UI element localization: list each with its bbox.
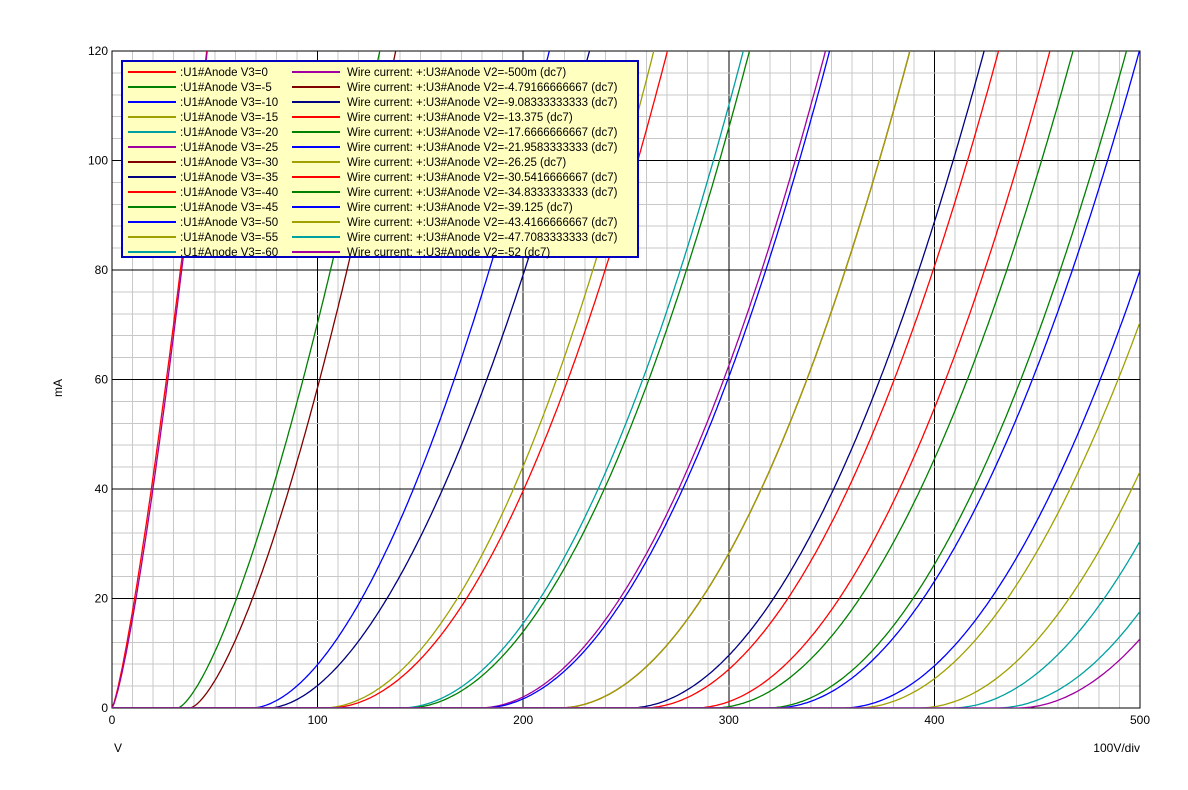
x-axis-scale: 100V/div bbox=[1093, 741, 1140, 755]
x-tick-label: 300 bbox=[719, 713, 739, 727]
x-tick-label: 0 bbox=[109, 713, 116, 727]
legend-entry: Wire current: +:U3#Anode V2=-13.375 (dc7… bbox=[347, 112, 573, 124]
legend-entry: :U1#Anode V3=-40 bbox=[180, 187, 278, 199]
legend-entry: Wire current: +:U3#Anode V2=-34.83333333… bbox=[347, 187, 618, 199]
series-line-24 bbox=[112, 540, 1140, 708]
legend-entry: :U1#Anode V3=-25 bbox=[180, 142, 278, 154]
legend-entry: Wire current: +:U3#Anode V2=-9.083333333… bbox=[347, 97, 618, 109]
legend-entry: :U1#Anode V3=-30 bbox=[180, 157, 278, 169]
series-line-19 bbox=[112, 51, 911, 708]
x-tick-label: 100 bbox=[308, 713, 328, 727]
series-line-7 bbox=[112, 51, 985, 708]
legend-entry: :U1#Anode V3=-60 bbox=[180, 247, 278, 259]
legend-entry: Wire current: +:U3#Anode V2=-26.25 (dc7) bbox=[347, 157, 566, 169]
legend-entry: Wire current: +:U3#Anode V2=-21.95833333… bbox=[347, 142, 618, 154]
series-line-4 bbox=[112, 51, 744, 708]
legend-entry: :U1#Anode V3=-5 bbox=[180, 82, 272, 94]
legend-entry: :U1#Anode V3=-45 bbox=[180, 202, 278, 214]
legend-entry: :U1#Anode V3=-10 bbox=[180, 97, 278, 109]
y-tick-label: 0 bbox=[101, 701, 108, 715]
series-line-13 bbox=[112, 51, 208, 708]
series-line-17 bbox=[112, 51, 751, 708]
x-tick-label: 400 bbox=[924, 713, 944, 727]
legend-entry: Wire current: +:U3#Anode V2=-52 (dc7) bbox=[347, 247, 550, 259]
y-tick-label: 100 bbox=[88, 154, 108, 168]
legend-entry: Wire current: +:U3#Anode V2=-4.791666666… bbox=[347, 82, 618, 94]
series-line-11 bbox=[112, 471, 1140, 708]
series-line-18 bbox=[112, 51, 831, 708]
series-line-23 bbox=[112, 321, 1140, 708]
series-line-0 bbox=[112, 51, 208, 708]
y-tick-label: 80 bbox=[95, 263, 109, 277]
legend-entry: Wire current: +:U3#Anode V2=-30.54166666… bbox=[347, 172, 618, 184]
legend-entry: Wire current: +:U3#Anode V2=-17.66666666… bbox=[347, 127, 618, 139]
y-tick-label: 120 bbox=[88, 44, 108, 58]
legend-entry: :U1#Anode V3=-20 bbox=[180, 127, 278, 139]
legend-entry: Wire current: +:U3#Anode V2=-43.41666666… bbox=[347, 217, 618, 229]
legend: :U1#Anode V3=0 :U1#Anode V3=-5 :U1#Anode V… bbox=[121, 60, 639, 259]
legend-entry: :U1#Anode V3=0 bbox=[180, 67, 268, 79]
series-line-21 bbox=[112, 51, 1074, 708]
legend-entry: :U1#Anode V3=-15 bbox=[180, 112, 278, 124]
series-line-8 bbox=[112, 51, 1051, 708]
legend-entry: :U1#Anode V3=-35 bbox=[180, 172, 278, 184]
x-tick-label: 200 bbox=[513, 713, 533, 727]
legend-box bbox=[121, 60, 639, 258]
legend-entry: Wire current: +:U3#Anode V2=-47.70833333… bbox=[347, 232, 618, 244]
x-axis-unit: V bbox=[114, 741, 122, 755]
y-axis-label: mA bbox=[51, 379, 65, 397]
series-line-9 bbox=[112, 51, 1128, 708]
legend-entry: :U1#Anode V3=-50 bbox=[180, 217, 278, 229]
y-tick-label: 40 bbox=[95, 482, 109, 496]
series-line-10 bbox=[112, 270, 1140, 708]
series-line-20 bbox=[112, 51, 1000, 708]
legend-entry: :U1#Anode V3=-55 bbox=[180, 232, 278, 244]
y-tick-label: 60 bbox=[95, 373, 109, 387]
series-line-22 bbox=[112, 51, 1140, 708]
tick-labels: 0 100 200 300 400 500 0 20 40 60 80 100 120 bbox=[88, 44, 1150, 727]
x-tick-label: 500 bbox=[1130, 713, 1150, 727]
y-tick-label: 20 bbox=[95, 592, 109, 606]
legend-entry: Wire current: +:U3#Anode V2=-39.125 (dc7… bbox=[347, 202, 573, 214]
legend-entry: Wire current: +:U3#Anode V2=-500m (dc7) bbox=[347, 67, 566, 79]
